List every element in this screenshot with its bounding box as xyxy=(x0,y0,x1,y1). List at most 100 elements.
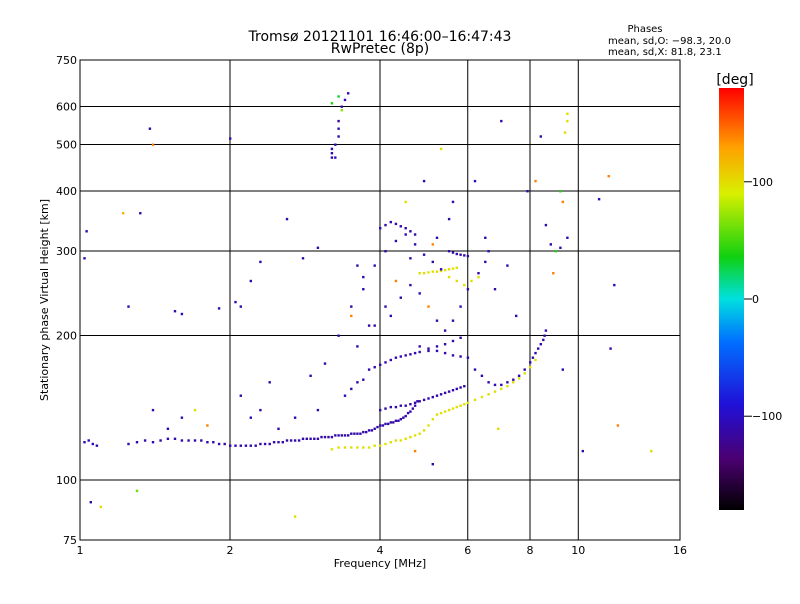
data-point xyxy=(427,397,430,400)
data-point xyxy=(549,243,552,246)
data-point xyxy=(356,264,359,267)
data-point xyxy=(512,378,515,381)
y-tick-label: 400 xyxy=(56,185,77,198)
data-point xyxy=(427,424,430,427)
data-point xyxy=(552,272,555,275)
data-point xyxy=(431,418,434,421)
data-point xyxy=(554,250,557,253)
data-point xyxy=(394,356,398,359)
x-tick-label: 6 xyxy=(464,544,471,557)
data-point xyxy=(367,446,371,449)
data-point xyxy=(500,383,503,387)
data-point xyxy=(334,143,337,146)
data-point xyxy=(451,354,455,357)
data-point xyxy=(193,439,197,442)
data-point xyxy=(404,354,407,357)
data-point xyxy=(427,347,430,350)
data-point xyxy=(418,400,421,403)
colorbar-tick-label: 0 xyxy=(752,293,759,306)
data-point xyxy=(435,319,439,322)
data-point xyxy=(413,351,417,355)
data-point xyxy=(607,175,610,178)
colorbar-ticks: 100 0 −100 xyxy=(744,176,782,423)
data-point xyxy=(435,349,439,353)
data-point xyxy=(387,422,390,426)
data-point xyxy=(330,102,334,105)
y-tick-label: 100 xyxy=(56,474,77,487)
data-point xyxy=(463,385,466,388)
data-point xyxy=(301,257,305,260)
data-point xyxy=(435,236,439,239)
data-point xyxy=(404,404,407,407)
data-point xyxy=(337,135,340,138)
data-point xyxy=(413,434,417,437)
data-point xyxy=(422,398,426,402)
data-point xyxy=(529,361,532,364)
data-point xyxy=(404,414,407,418)
data-point xyxy=(135,489,139,493)
data-point xyxy=(487,250,490,253)
data-point xyxy=(212,441,215,444)
data-point xyxy=(487,393,490,396)
data-point xyxy=(531,356,535,359)
data-point xyxy=(309,374,312,377)
data-point xyxy=(409,410,412,413)
data-point xyxy=(534,179,537,183)
x-tick-label: 2 xyxy=(227,544,234,557)
data-point xyxy=(206,424,209,427)
data-point xyxy=(239,305,242,308)
data-point xyxy=(487,381,490,384)
data-point xyxy=(83,257,86,260)
data-point xyxy=(217,307,221,310)
data-point xyxy=(330,435,334,439)
data-point xyxy=(459,355,462,358)
data-point xyxy=(455,266,458,269)
y-tick-label: 75 xyxy=(63,534,77,547)
data-point xyxy=(526,190,529,193)
data-point xyxy=(566,119,569,123)
data-point xyxy=(402,416,405,419)
data-point xyxy=(544,223,548,227)
stats-heading: Phases xyxy=(627,24,662,35)
data-point xyxy=(431,270,434,273)
data-point xyxy=(493,288,497,291)
x-axis-label: Frequency [MHz] xyxy=(334,557,426,570)
data-point xyxy=(337,95,340,98)
data-point xyxy=(427,271,430,274)
data-point xyxy=(362,430,365,434)
data-point xyxy=(239,444,242,447)
data-point xyxy=(343,394,347,397)
data-point xyxy=(337,334,340,337)
data-point xyxy=(416,400,419,403)
data-point xyxy=(613,283,616,287)
data-point xyxy=(459,404,462,407)
data-point xyxy=(173,310,177,313)
data-point xyxy=(135,441,139,444)
data-point xyxy=(523,368,526,371)
chart-subtitle: RwPretec (8p) xyxy=(331,41,429,57)
data-point xyxy=(330,156,334,159)
data-point xyxy=(234,300,237,304)
data-point xyxy=(229,444,232,447)
data-point xyxy=(517,374,521,377)
data-point xyxy=(439,269,443,273)
data-point xyxy=(373,264,376,267)
data-point xyxy=(200,439,203,442)
data-point xyxy=(404,437,407,440)
data-point xyxy=(447,268,451,271)
data-point xyxy=(83,441,86,444)
data-point xyxy=(473,368,477,371)
data-point xyxy=(411,407,414,410)
colorbar-tick-label: 100 xyxy=(752,176,773,189)
data-point xyxy=(180,416,184,419)
data-point xyxy=(365,430,368,434)
data-point xyxy=(650,449,653,453)
data-point xyxy=(166,427,170,430)
data-point xyxy=(337,127,340,130)
data-point xyxy=(480,395,484,399)
data-point xyxy=(463,254,466,257)
data-point xyxy=(148,127,152,130)
data-point xyxy=(409,283,412,287)
data-point xyxy=(609,347,612,350)
data-point xyxy=(362,446,365,449)
